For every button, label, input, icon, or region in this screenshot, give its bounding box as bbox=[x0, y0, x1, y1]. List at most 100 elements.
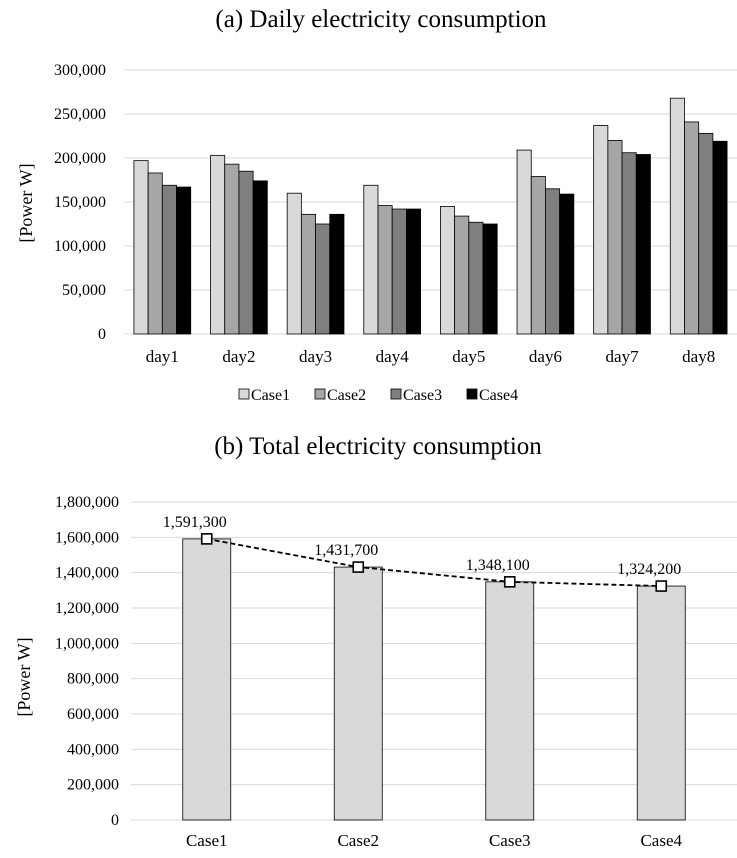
chart-a-bar-case1-day7 bbox=[593, 125, 609, 335]
chart-a-bar-case1-day4 bbox=[363, 184, 379, 335]
chart-a-bar-case1-day8 bbox=[669, 97, 685, 335]
chart-a-y-tick-label: 50,000 bbox=[62, 282, 106, 299]
chart-b-data-label: 1,348,100 bbox=[466, 557, 530, 574]
chart-b-y-tick-label: 1,200,000 bbox=[55, 600, 119, 617]
chart-b-x-tick-label: Case1 bbox=[186, 831, 228, 850]
chart-b-y-tick-labels: 0 200,000 400,000 600,000 800,000 1,000,000 1,… bbox=[55, 494, 119, 829]
chart-a-x-tick-label: day1 bbox=[146, 347, 179, 366]
chart-a-legend-label: Case3 bbox=[403, 387, 442, 404]
chart-b-dashed-line bbox=[206, 537, 662, 587]
chart-a-bar-case3-day1 bbox=[161, 184, 177, 335]
chart-a-y-tick-label: 100,000 bbox=[54, 238, 106, 255]
chart-a-y-tick-label: 0 bbox=[98, 326, 106, 343]
chart-a-bar-case2-day5 bbox=[454, 215, 470, 335]
chart-a-bar-case3-day4 bbox=[391, 208, 407, 335]
chart-a-bar-case2-day4 bbox=[377, 205, 393, 335]
chart-a-bar-case3-day6 bbox=[545, 188, 561, 335]
daily-consumption-chart: (a) Daily electricity consumption [Power… bbox=[16, 6, 737, 404]
total-consumption-chart: (b) Total electricity consumption [Power… bbox=[14, 433, 737, 850]
chart-b-marker-case1 bbox=[200, 533, 213, 545]
chart-b-trend-line bbox=[200, 533, 668, 592]
chart-a-x-tick-label: day5 bbox=[452, 347, 485, 366]
chart-a-y-tick-label: 300,000 bbox=[54, 62, 106, 79]
chart-a-y-tick-labels: 0 50,000 100,000 150,000 200,000 250,000 300,0… bbox=[54, 62, 106, 343]
chart-a-bar-case1-day5 bbox=[440, 205, 456, 335]
chart-a-bar-case1-day2 bbox=[210, 154, 226, 335]
chart-a-bar-case4-day6 bbox=[559, 193, 575, 335]
chart-a-bar-case2-day3 bbox=[300, 213, 316, 335]
chart-b-data-labels: 1,591,300 1,431,700 1,348,100 1,324,200 bbox=[163, 514, 682, 578]
chart-b-gridlines bbox=[131, 501, 737, 821]
chart-a-bar-case2-day7 bbox=[607, 139, 623, 335]
chart-a-bar-case3-day8 bbox=[698, 132, 714, 335]
chart-a-bar-case3-day2 bbox=[238, 170, 254, 335]
chart-a-legend-label: Case2 bbox=[327, 387, 366, 404]
chart-b-y-tick-label: 1,400,000 bbox=[55, 565, 119, 582]
chart-b-bar-case2 bbox=[333, 566, 383, 821]
chart-a-x-tick-label: day8 bbox=[682, 347, 715, 366]
chart-a-y-axis-label: [Power W] bbox=[16, 163, 36, 242]
chart-b-marker-case3 bbox=[503, 576, 516, 588]
chart-b-bars bbox=[182, 538, 686, 821]
chart-b-x-tick-label: Case4 bbox=[640, 831, 682, 850]
chart-a-bar-case3-day7 bbox=[621, 152, 637, 335]
chart-a-y-tick-label: 250,000 bbox=[54, 106, 106, 123]
chart-a-bar-case1-day3 bbox=[286, 192, 302, 335]
chart-a-bar-case2-day6 bbox=[530, 176, 546, 335]
chart-a-bar-case4-day1 bbox=[176, 186, 192, 335]
chart-a-x-tick-label: day6 bbox=[529, 347, 562, 366]
chart-a-bar-case2-day1 bbox=[147, 172, 163, 335]
chart-a-x-tick-labels: day1 day2 day3 day4 day5 day6 day7 day8 bbox=[146, 347, 715, 366]
chart-b-data-label: 1,324,200 bbox=[617, 561, 681, 578]
chart-a-legend-swatch-case1 bbox=[238, 388, 250, 400]
chart-a-bars bbox=[133, 97, 728, 335]
chart-a-legend-label: Case1 bbox=[251, 387, 290, 404]
chart-b-data-label: 1,431,700 bbox=[314, 542, 378, 559]
chart-a-bar-case4-day2 bbox=[252, 180, 268, 335]
chart-a-bar-case2-day2 bbox=[224, 163, 240, 335]
chart-a-y-tick-label: 200,000 bbox=[54, 150, 106, 167]
chart-a-bar-case3-day5 bbox=[468, 221, 484, 335]
chart-b-x-tick-label: Case3 bbox=[489, 831, 531, 850]
chart-b-x-tick-labels: Case1 Case2 Case3 Case4 bbox=[186, 831, 683, 850]
chart-b-marker-case4 bbox=[655, 580, 668, 592]
chart-a-bar-case4-day3 bbox=[329, 213, 345, 335]
chart-a-bar-case4-day4 bbox=[405, 208, 421, 335]
chart-b-bar-case3 bbox=[485, 581, 535, 821]
chart-a-legend-swatch-case4 bbox=[466, 388, 478, 400]
chart-a-legend-label: Case4 bbox=[479, 387, 518, 404]
chart-b-y-tick-label: 800,000 bbox=[67, 671, 119, 688]
chart-b-y-tick-label: 400,000 bbox=[67, 741, 119, 758]
chart-a-bar-case4-day8 bbox=[712, 140, 728, 335]
chart-b-y-tick-label: 1,000,000 bbox=[55, 635, 119, 652]
chart-a-y-tick-label: 150,000 bbox=[54, 194, 106, 211]
chart-a-x-tick-label: day2 bbox=[222, 347, 255, 366]
chart-a-bar-case4-day5 bbox=[482, 223, 498, 335]
chart-b-y-tick-label: 200,000 bbox=[67, 777, 119, 794]
chart-b-marker-case2 bbox=[352, 561, 365, 573]
chart-a-x-tick-label: day3 bbox=[299, 347, 332, 366]
chart-b-bar-case1 bbox=[182, 538, 232, 821]
chart-a-x-tick-label: day7 bbox=[606, 347, 640, 366]
chart-b-data-label: 1,591,300 bbox=[163, 514, 227, 531]
chart-a-title: (a) Daily electricity consumption bbox=[215, 6, 547, 33]
chart-a-bar-case3-day3 bbox=[315, 223, 331, 335]
chart-b-y-tick-label: 0 bbox=[111, 812, 119, 829]
chart-b-y-tick-label: 1,600,000 bbox=[55, 529, 119, 546]
chart-b-x-tick-label: Case2 bbox=[337, 831, 379, 850]
chart-b-y-tick-label: 1,800,000 bbox=[55, 494, 119, 511]
chart-a-bar-case1-day6 bbox=[516, 149, 532, 335]
chart-a-bar-case4-day7 bbox=[635, 154, 651, 335]
chart-a-x-tick-label: day4 bbox=[376, 347, 410, 366]
chart-b-bar-case4 bbox=[636, 585, 686, 821]
chart-a-legend: Case1 Case2 Case3 Case4 bbox=[238, 387, 518, 404]
chart-a-legend-swatch-case2 bbox=[314, 388, 326, 400]
chart-a-legend-swatch-case3 bbox=[390, 388, 402, 400]
chart-a-bar-case1-day1 bbox=[133, 160, 149, 335]
chart-b-y-axis-label: [Power W] bbox=[14, 637, 34, 716]
chart-b-y-tick-label: 600,000 bbox=[67, 706, 119, 723]
chart-b-title: (b) Total electricity consumption bbox=[214, 433, 542, 460]
chart-a-bar-case2-day8 bbox=[684, 121, 700, 335]
